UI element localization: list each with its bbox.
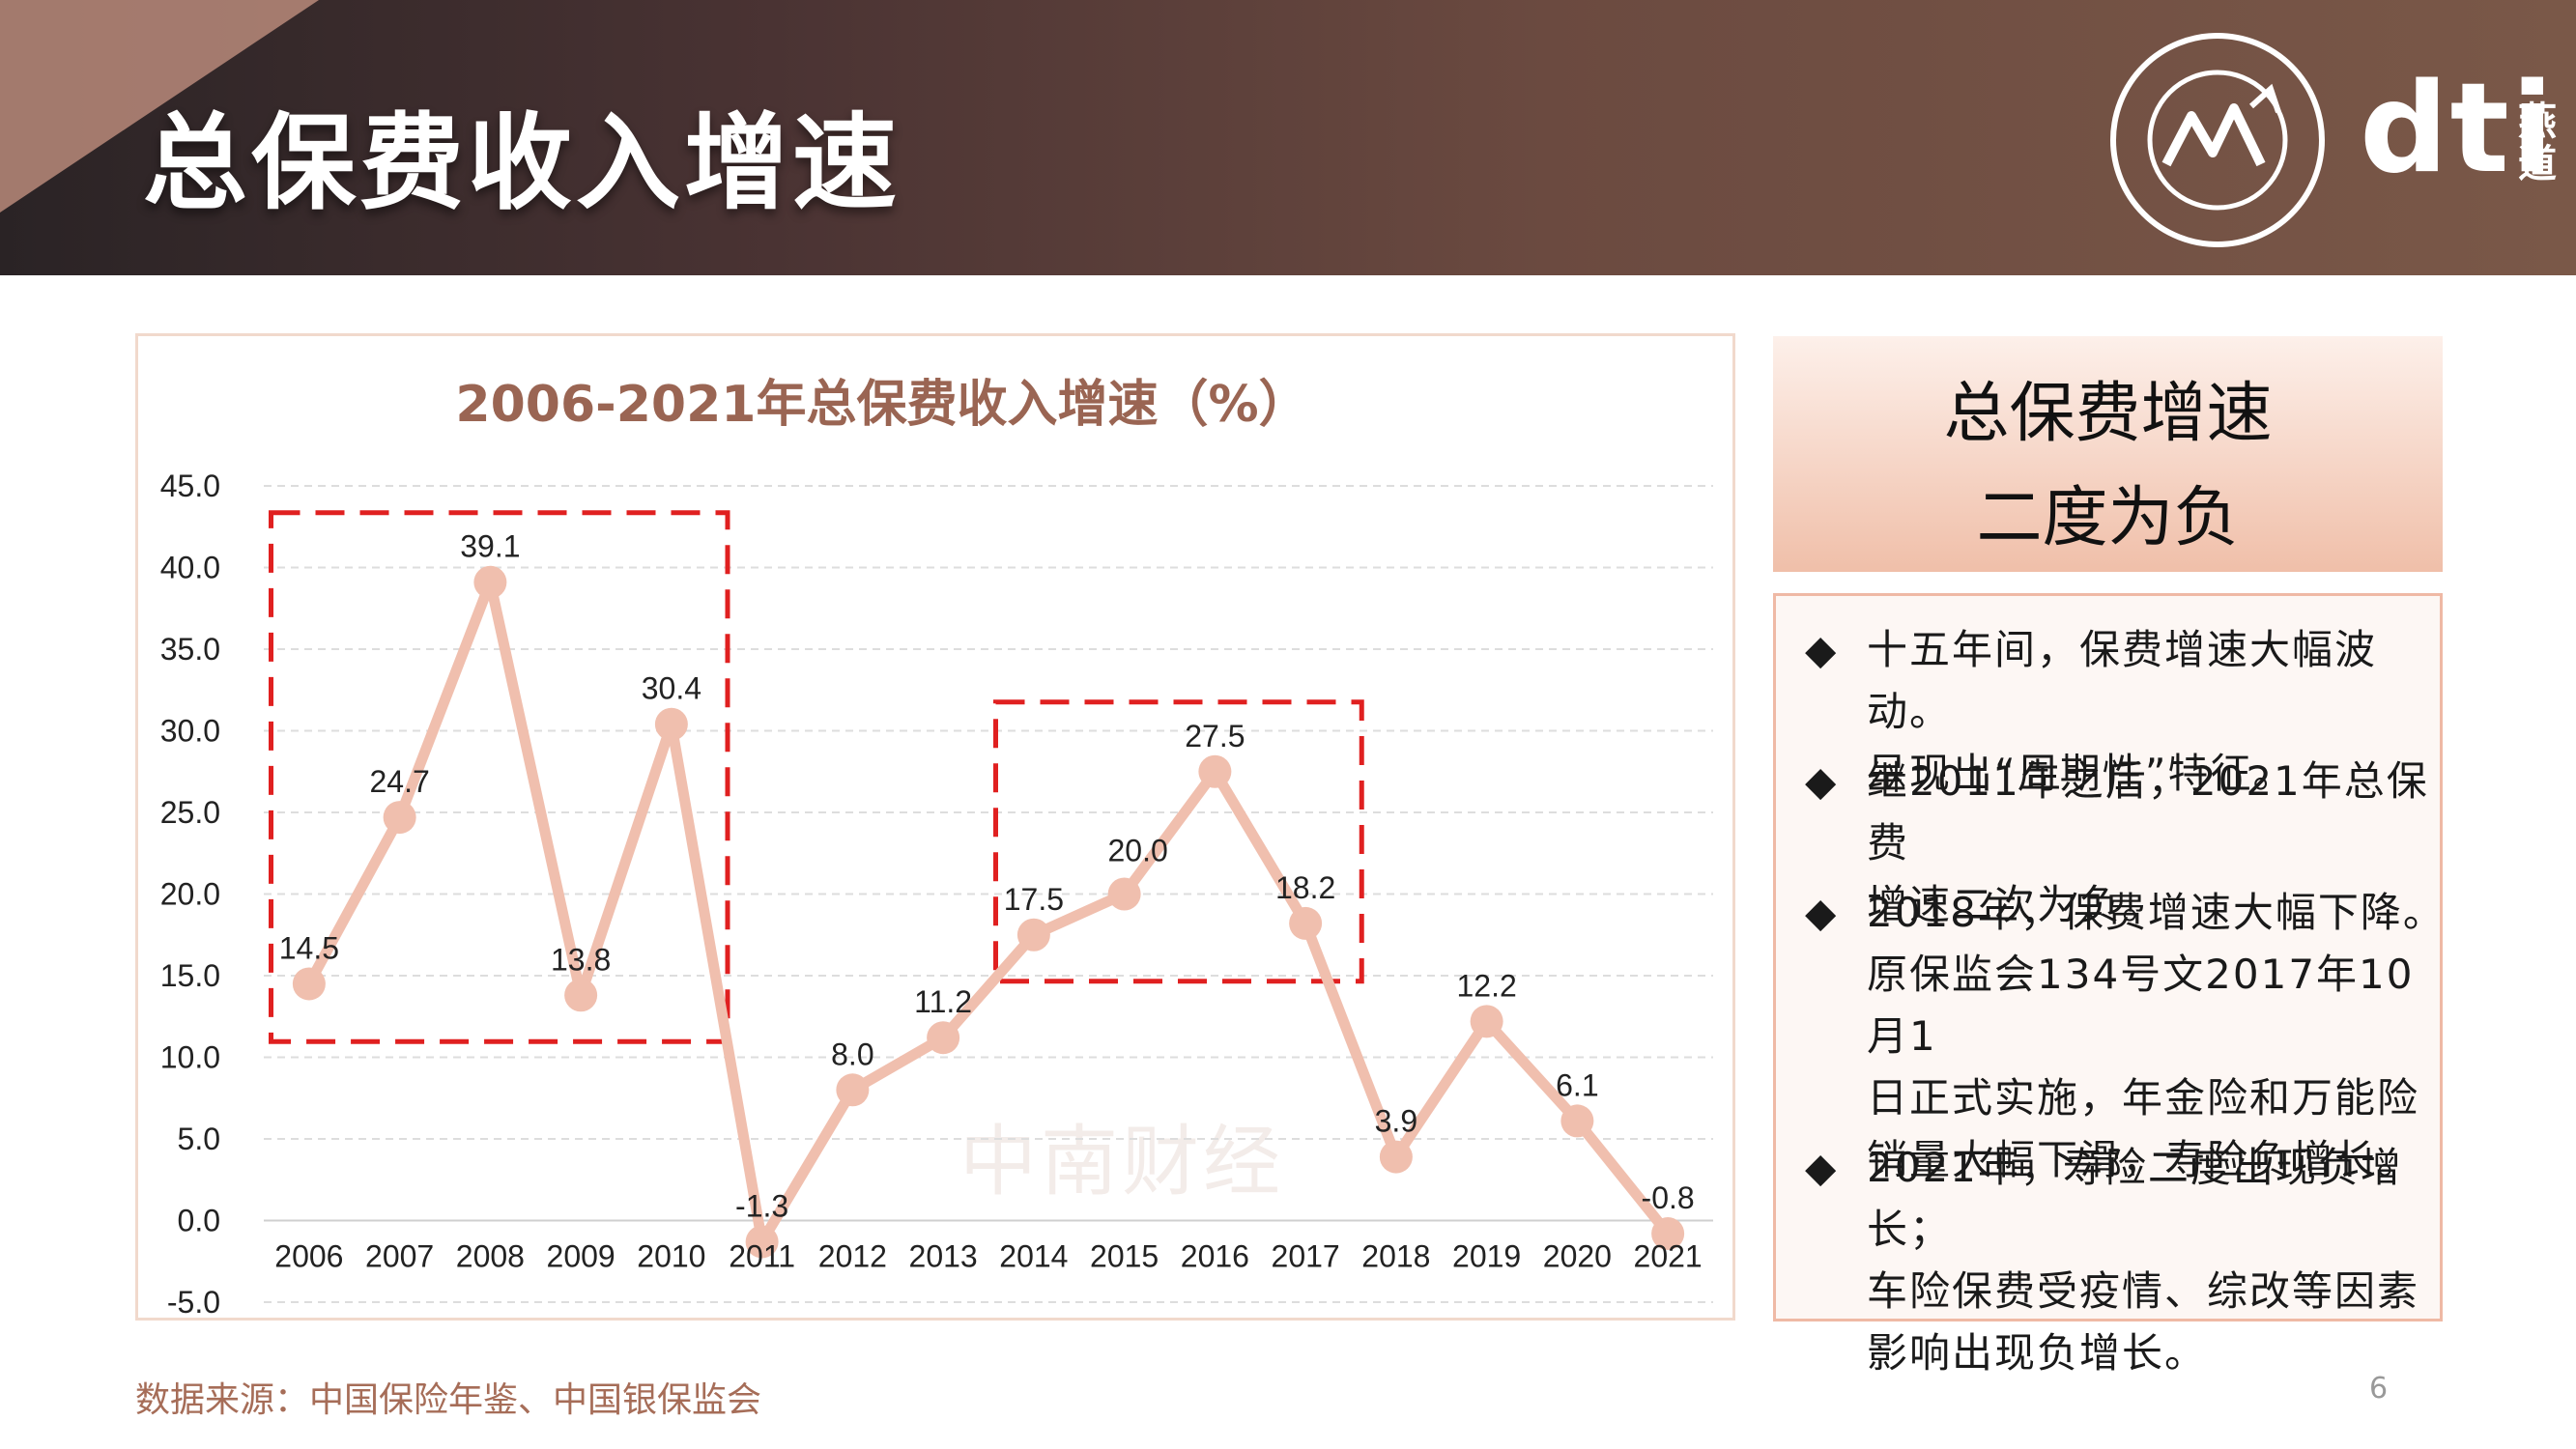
x-tick-label: 2020 — [1543, 1239, 1612, 1274]
research-center-seal-icon — [2110, 33, 2325, 247]
bullet-line: 2018年，保费增速大幅下降。 — [1867, 889, 2446, 936]
chart-title: 2006-2021年总保费收入增速（%） — [455, 376, 1308, 434]
x-tick-label: 2012 — [818, 1239, 887, 1274]
data-point — [1016, 918, 1050, 952]
y-tick-label: 30.0 — [160, 714, 220, 749]
data-point — [1651, 1217, 1685, 1251]
x-tick-label: 2018 — [1361, 1239, 1430, 1274]
x-tick-label: 2013 — [909, 1239, 978, 1274]
diamond-bullet-icon: ◆ — [1805, 626, 1837, 673]
x-tick-label: 2015 — [1090, 1239, 1159, 1274]
diamond-bullet-icon: ◆ — [1805, 889, 1837, 936]
data-point — [1198, 754, 1232, 788]
data-label: 12.2 — [1456, 968, 1516, 1003]
data-point — [1107, 877, 1141, 911]
highlight-box — [269, 510, 730, 1044]
page-title: 总保费收入增速 — [143, 103, 902, 224]
watermark: 中南财经 — [959, 1117, 1284, 1207]
y-tick-label: 25.0 — [160, 795, 220, 830]
data-label: 27.5 — [1185, 719, 1245, 753]
data-point — [836, 1073, 870, 1107]
header-corner-decoration — [0, 0, 319, 213]
headline-line-1: 总保费增速 — [1943, 376, 2273, 452]
bullet-line: 原保监会134号文2017年10月1 — [1867, 951, 2415, 1060]
data-point — [1470, 1005, 1503, 1038]
bullet-line: 增速二次为负。 — [1867, 881, 2165, 928]
x-tick-label: 2021 — [1634, 1239, 1703, 1274]
y-tick-label: 40.0 — [160, 551, 220, 585]
x-tick-label: 2017 — [1272, 1239, 1340, 1274]
x-tick-label: 2006 — [274, 1239, 343, 1274]
data-label: 8.0 — [831, 1037, 873, 1071]
data-label: 20.0 — [1107, 834, 1167, 868]
data-label: 30.4 — [642, 671, 701, 706]
y-tick-label: 35.0 — [160, 632, 220, 667]
x-tick-label: 2019 — [1452, 1239, 1521, 1274]
data-label: 11.2 — [914, 984, 972, 1019]
x-tick-label: 2010 — [637, 1239, 705, 1274]
highlight-box — [993, 699, 1364, 984]
data-label: 17.5 — [1004, 882, 1064, 917]
data-point — [927, 1021, 960, 1055]
bullet-line: 继2011年之后，2021年总保费 — [1867, 757, 2429, 867]
data-point — [383, 801, 416, 835]
y-tick-label: 5.0 — [178, 1122, 220, 1156]
data-label: 39.1 — [460, 529, 520, 564]
data-label: 3.9 — [1375, 1104, 1417, 1139]
x-tick-label: 2016 — [1181, 1239, 1249, 1274]
bullet-line: 销量大幅下滑，寿险负增长。 — [1867, 1136, 2420, 1183]
x-tick-label: 2011 — [729, 1239, 795, 1274]
y-tick-label: 0.0 — [178, 1204, 220, 1238]
x-tick-label: 2008 — [456, 1239, 525, 1274]
brand-logo: dti — [2360, 57, 2556, 201]
data-source-note: 数据来源：中国保险年鉴、中国银保监会 — [135, 1380, 762, 1420]
bullet-line: 日正式实施，年金险和万能险 — [1867, 1074, 2420, 1122]
bullet-line: 车险保费受疫情、综改等因素 — [1867, 1267, 2420, 1315]
brand-cn-logo: 燕道 — [2518, 99, 2557, 186]
y-tick-label: 10.0 — [160, 1040, 220, 1075]
headline-panel: 总保费增速 二度为负 — [1773, 336, 2443, 572]
data-point — [654, 707, 688, 741]
header-banner: 总保费收入增速 dti 燕道 — [0, 0, 2576, 275]
chart-container: 中南财经 2006-2021年总保费收入增速（%） 45.0 40.0 35.0 30… — [135, 333, 1735, 1321]
data-point — [564, 979, 598, 1012]
y-tick-label: 45.0 — [160, 469, 220, 503]
data-label: -0.8 — [1642, 1180, 1695, 1215]
data-point — [292, 967, 326, 1001]
bullet-line: 2021年，寿险二度出现负增长； — [1867, 1144, 2403, 1253]
bullet-line: 影响出现负增长。 — [1867, 1329, 2208, 1377]
data-point — [1560, 1104, 1594, 1138]
data-label: 13.8 — [551, 942, 611, 977]
bullet-line: 呈现出“周期性”特征。 — [1867, 750, 2296, 797]
growth-series-line — [303, 577, 1674, 1247]
bullet-panel: ◆ 十五年间，保费增速大幅波动。 呈现出“周期性”特征。 ◆ 继2011年之后，… — [1773, 593, 2444, 1377]
y-tick-label: 15.0 — [160, 958, 220, 993]
headline-line-2: 二度为负 — [1976, 480, 2240, 556]
growth-line-chart: 2006-2021年总保费收入增速（%） 45.0 40.0 35.0 30.0 25.… — [160, 376, 1713, 1318]
x-tick-label: 2014 — [999, 1239, 1068, 1274]
y-tick-label: -5.0 — [167, 1285, 220, 1318]
data-label: 24.7 — [369, 764, 429, 799]
page-number: 6 — [2369, 1372, 2389, 1406]
data-label: 6.1 — [1556, 1067, 1598, 1102]
data-point — [1379, 1140, 1413, 1174]
data-point — [745, 1225, 779, 1259]
x-tick-label: 2009 — [547, 1239, 615, 1274]
x-tick-label: 2007 — [365, 1239, 434, 1274]
y-tick-label: 20.0 — [160, 877, 220, 912]
data-label: 14.5 — [279, 930, 339, 965]
data-label: 18.2 — [1275, 870, 1335, 905]
diamond-bullet-icon: ◆ — [1805, 757, 1837, 805]
bullet-line: 十五年间，保费增速大幅波动。 — [1867, 626, 2378, 735]
data-point — [1289, 906, 1323, 940]
data-point — [473, 565, 507, 599]
diamond-bullet-icon: ◆ — [1805, 1144, 1837, 1191]
data-label: -1.3 — [735, 1188, 788, 1223]
